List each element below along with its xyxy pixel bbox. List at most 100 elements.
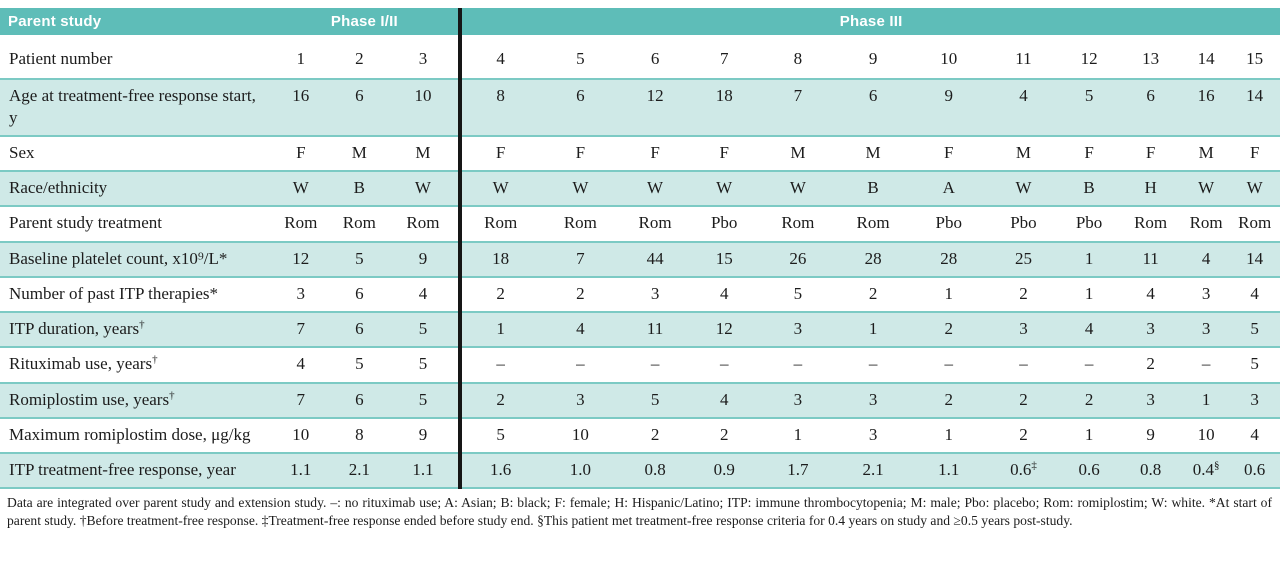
row-label: Number of past ITP therapies*	[9, 283, 218, 303]
cell-value: 5	[621, 381, 689, 419]
cell-value: Rom	[342, 213, 376, 233]
cell-value: 4	[1146, 283, 1155, 303]
cell-value: 11	[1015, 49, 1032, 68]
cell-value: W	[760, 169, 836, 208]
cell-value: Rom	[1189, 213, 1223, 233]
cell-value: H	[1118, 169, 1183, 208]
cell-value: M	[790, 142, 806, 162]
row-label: Patient number	[9, 49, 113, 68]
cell-value: 3	[1201, 283, 1211, 303]
cell-value: 5	[576, 49, 585, 68]
cell-value: 5	[387, 381, 461, 419]
cell-value: 3	[296, 283, 306, 303]
cell-value: –	[650, 354, 660, 374]
cell-value: 2	[868, 283, 878, 303]
row-label: Rituximab use, years†	[9, 353, 158, 374]
cell-value: 7	[539, 240, 622, 278]
cell-value: 1	[1059, 240, 1119, 278]
table-row: Romiplostim use, years† 7 6 5 2 3 5 4 3 3 2 2 2 3 1 3	[0, 381, 1280, 419]
cell-value: W	[387, 169, 461, 208]
cell-value: W	[1229, 169, 1280, 208]
cell-value: 6	[331, 78, 388, 137]
cell-value: 16	[1182, 78, 1230, 137]
patient-table: Parent study Phase I/II Phase III Patien…	[0, 8, 1280, 490]
cell-value: 10	[940, 49, 958, 68]
cell-value: 12	[270, 240, 332, 278]
cell-value: 6	[835, 78, 911, 137]
cell-value: F	[296, 142, 306, 162]
cell-value: 4	[539, 310, 622, 349]
cell-value: 16	[270, 78, 332, 137]
cell-value: 8	[793, 49, 803, 68]
cell-value: M	[1198, 142, 1214, 162]
table-header: Parent study Phase I/II Phase III	[0, 8, 1280, 35]
cell-value: 5	[1059, 78, 1119, 137]
cell-value: 8	[355, 424, 364, 444]
cell-value: 4	[1059, 310, 1119, 349]
cell-value: 2	[987, 381, 1060, 419]
row-label: Romiplostim use, years†	[0, 381, 271, 419]
cell-value: 0.9	[688, 451, 761, 490]
cell-value: F	[1249, 142, 1260, 162]
cell-value: 1.6	[458, 451, 539, 490]
cell-value: 3	[1229, 381, 1280, 419]
header-phase-3: Phase III	[458, 8, 1280, 35]
cell-value: F	[719, 142, 729, 162]
cell-value: 2	[910, 310, 988, 349]
cell-value: Rom	[406, 213, 440, 233]
cell-value: –	[1019, 354, 1028, 374]
cell-value: 18	[458, 240, 539, 278]
cell-value: Rom	[856, 213, 890, 233]
cell-value: 14	[1229, 78, 1280, 137]
cell-value: 4	[1250, 283, 1259, 303]
cell-value: 1	[793, 424, 803, 444]
cell-value: 7	[270, 310, 332, 349]
cell-value: 9	[387, 240, 461, 278]
cell-value: 4	[418, 283, 428, 303]
cell-value: 8	[458, 78, 539, 137]
cell-value: 26	[760, 240, 836, 278]
cell-value: W	[621, 169, 689, 208]
cell-value: –	[576, 354, 585, 374]
cell-value: Rom	[1134, 213, 1168, 233]
cell-value: 2	[1019, 283, 1028, 303]
cell-value: 1	[1182, 381, 1230, 419]
cell-value: 1	[835, 310, 911, 349]
table-row: Number of past ITP therapies* 3 6 4 2 2 3 4 5 2 1 2…	[0, 276, 1280, 312]
cell-value: 5	[1250, 354, 1259, 374]
table-row: Baseline platelet count, x10⁹/L* 12 5 9 18 7 4…	[0, 240, 1280, 278]
cell-value: W	[688, 169, 761, 208]
cell-value: 9	[418, 424, 428, 444]
cell-value: 0.6	[1059, 451, 1119, 490]
cell-value: –	[1201, 354, 1211, 374]
cell-value: 1.1	[270, 451, 332, 490]
cell-value: 7	[270, 381, 332, 419]
row-label: ITP duration, years†	[0, 310, 271, 349]
cell-value: –	[458, 347, 539, 383]
cell-value: 2	[576, 283, 585, 303]
cell-value: 2	[719, 424, 729, 444]
cell-value: 6	[331, 310, 388, 349]
cell-value: Rom	[1238, 213, 1272, 233]
footnotes: Data are integrated over parent study an…	[7, 495, 1272, 529]
row-label: Parent study treatment	[9, 213, 162, 233]
cell-value: Pbo	[935, 213, 962, 233]
table-row: Race/ethnicity W B W W W W W W B A W B H W W	[0, 169, 1280, 208]
cell-value: Pbo	[1010, 213, 1037, 233]
cell-value: 6	[355, 283, 364, 303]
cell-value: 3	[868, 424, 878, 444]
cell-value: 1	[296, 49, 306, 68]
cell-value: 6	[1118, 78, 1183, 137]
cell-value: 6	[539, 78, 622, 137]
cell-value: 1.7	[760, 451, 836, 490]
table-row: Rituximab use, years† 4 5 5 – – – – – – – – – 2 – 5	[0, 347, 1280, 383]
cell-value: M	[865, 142, 881, 162]
header-row: Parent study Phase I/II Phase III	[0, 8, 1280, 35]
row-label: Age at treatment-free response start, y	[0, 78, 271, 137]
table-row: ITP duration, years† 7 6 5 1 4 11 12 3 1 2 3 4 3 3 5	[0, 310, 1280, 349]
cell-value: M	[415, 142, 431, 162]
cell-value: 28	[910, 240, 988, 278]
cell-value: 2	[1019, 424, 1028, 444]
cell-value: 3	[1182, 310, 1230, 349]
cell-value: 1.1	[387, 451, 461, 490]
